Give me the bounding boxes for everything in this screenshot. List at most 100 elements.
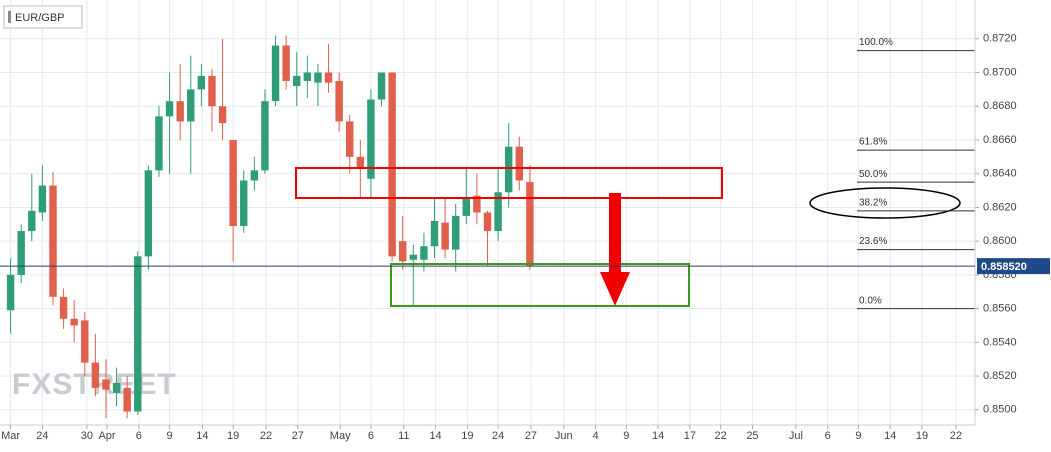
candle-body	[377, 72, 386, 100]
x-tick-label: 19	[227, 430, 239, 442]
candle-body	[515, 146, 524, 181]
x-tick-label: 27	[525, 430, 537, 442]
candle-body	[155, 116, 163, 171]
y-tick-label: 0.8520	[983, 370, 1017, 382]
axes: 0.8720 0.8700 0.8680 0.8660 0.8640 0.8620 0.86…	[0, 0, 1050, 442]
x-tick-label: 25	[746, 430, 758, 442]
x-tick-label: May	[330, 430, 351, 442]
candle-body	[473, 195, 481, 213]
candle-body	[28, 210, 36, 232]
candle-body	[409, 254, 418, 260]
candle-body	[144, 170, 153, 257]
candle-body	[346, 121, 354, 157]
candle-body	[59, 296, 68, 319]
fib-label: 23.6%	[859, 236, 887, 247]
arrow-head	[600, 272, 630, 306]
support-box	[390, 263, 690, 307]
x-tick-label: 24	[36, 430, 48, 442]
x-tick-label: 27	[292, 430, 304, 442]
candle-body	[420, 246, 428, 260]
x-tick-label: 22	[260, 430, 272, 442]
x-tick-label: 30	[81, 430, 93, 442]
candle-body	[240, 180, 248, 226]
x-tick-label: Jul	[789, 430, 803, 442]
candle-body	[483, 212, 492, 232]
candle-body	[81, 320, 89, 363]
y-tick-label: 0.8600	[983, 235, 1017, 247]
fib-label: 61.8%	[859, 137, 887, 148]
fib-label: 100.0%	[859, 37, 893, 48]
candle-body	[49, 185, 57, 297]
y-tick-label: 0.8660	[983, 134, 1017, 146]
candle-body	[441, 222, 449, 250]
x-tick-label: 19	[461, 430, 473, 442]
y-tick-label: 0.8640	[983, 168, 1017, 180]
candle-body	[282, 45, 290, 81]
y-tick-label: 0.8500	[983, 404, 1017, 416]
y-tick-label: 0.8680	[983, 100, 1017, 112]
candle-body	[303, 72, 312, 81]
x-tick-label: 14	[884, 430, 896, 442]
candle-body	[526, 182, 534, 267]
candle-body	[91, 362, 100, 388]
candle-body	[38, 185, 47, 213]
x-tick-label: 4	[593, 430, 599, 442]
x-tick-label: 6	[368, 430, 374, 442]
candle-body	[271, 45, 280, 102]
candle-body	[293, 75, 301, 87]
y-tick-label: 0.8720	[983, 33, 1017, 45]
x-tick-label: Apr	[98, 430, 115, 442]
resistance-box	[295, 167, 723, 199]
candle-body	[504, 146, 513, 193]
x-tick-label: 14	[652, 430, 664, 442]
title-box	[3, 5, 83, 29]
x-tick-label: 6	[825, 430, 831, 442]
candle-body	[70, 318, 78, 326]
candle-body	[356, 156, 365, 167]
x-tick-label: 17	[684, 430, 696, 442]
candle-body	[123, 387, 131, 412]
x-tick-label: 11	[398, 430, 409, 442]
candle-body	[112, 382, 121, 393]
last-price-box	[977, 258, 1050, 275]
x-tick-label: 22	[950, 430, 962, 442]
y-tick-label: 0.8620	[983, 201, 1017, 213]
chart-title: EUR/GBP	[15, 12, 65, 24]
x-tick-label: 22	[715, 430, 727, 442]
candle-body	[218, 106, 227, 124]
fib-levels: 100.0% 61.8% 50.0% 38.2% 23.6% 0.0%	[857, 37, 975, 310]
candle-body	[134, 256, 142, 412]
fib-label: 50.0%	[859, 169, 887, 180]
candle-body	[187, 89, 195, 122]
candle-body	[324, 72, 333, 83]
title-marker	[8, 11, 11, 23]
candle-body	[229, 139, 237, 226]
x-tick-label: 19	[916, 430, 928, 442]
candle-body	[494, 192, 502, 232]
candle-body	[197, 75, 206, 90]
candle-body	[165, 101, 174, 117]
fib-label: 0.0%	[859, 295, 882, 306]
x-tick-label: 9	[167, 430, 173, 442]
candle-body	[261, 101, 269, 171]
candle-body	[208, 75, 216, 107]
x-tick-label: 14	[429, 430, 441, 442]
highlight-ellipse	[809, 187, 961, 219]
y-tick-label: 0.8540	[983, 336, 1017, 348]
fib-label: 38.2%	[859, 197, 887, 208]
candle-body	[430, 220, 439, 247]
candle-body	[102, 379, 110, 390]
candle-body	[451, 215, 460, 250]
candle-body	[367, 99, 375, 179]
candle-body	[314, 72, 322, 83]
x-tick-label: 24	[492, 430, 504, 442]
grid	[0, 0, 975, 425]
candle-body	[250, 170, 259, 181]
y-tick-label: 0.8560	[983, 303, 1017, 315]
x-tick-label: Jun	[555, 430, 573, 442]
candle-body	[399, 241, 407, 262]
candle-body	[17, 231, 25, 275]
candle-body	[388, 72, 396, 257]
